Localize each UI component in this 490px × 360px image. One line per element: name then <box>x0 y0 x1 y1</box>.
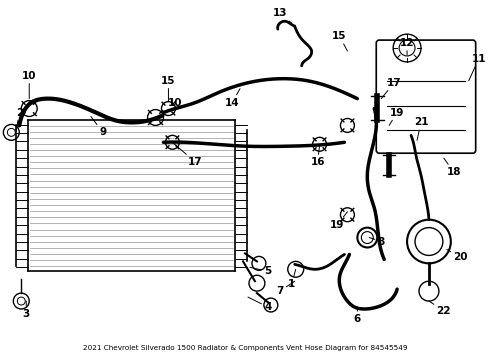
Text: 21: 21 <box>414 117 428 140</box>
Text: 5: 5 <box>250 266 271 276</box>
Text: 10: 10 <box>22 71 36 99</box>
Text: 17: 17 <box>381 78 401 99</box>
Text: 22: 22 <box>429 301 451 316</box>
Text: 15: 15 <box>161 76 176 102</box>
Text: 19: 19 <box>330 212 347 230</box>
Text: 18: 18 <box>444 158 461 177</box>
Text: 3: 3 <box>23 301 30 319</box>
Text: 16: 16 <box>310 145 325 167</box>
Text: 11: 11 <box>469 54 486 81</box>
Text: 12: 12 <box>400 38 415 55</box>
Text: 13: 13 <box>272 8 292 23</box>
Text: 9: 9 <box>91 117 106 138</box>
Text: 6: 6 <box>354 307 361 324</box>
Text: 1: 1 <box>288 269 295 289</box>
Text: 17: 17 <box>172 142 202 167</box>
Text: 2021 Chevrolet Silverado 1500 Radiator & Components Vent Hose Diagram for 845455: 2021 Chevrolet Silverado 1500 Radiator &… <box>83 345 407 351</box>
Text: 20: 20 <box>447 249 468 262</box>
Text: 15: 15 <box>332 31 347 51</box>
Text: 14: 14 <box>225 89 240 108</box>
Text: 19: 19 <box>389 108 404 125</box>
Text: 4: 4 <box>248 297 271 312</box>
FancyBboxPatch shape <box>376 40 476 153</box>
Text: 8: 8 <box>369 237 385 247</box>
Text: 10: 10 <box>166 98 183 113</box>
Text: 7: 7 <box>276 281 294 296</box>
Text: 2: 2 <box>16 108 23 130</box>
